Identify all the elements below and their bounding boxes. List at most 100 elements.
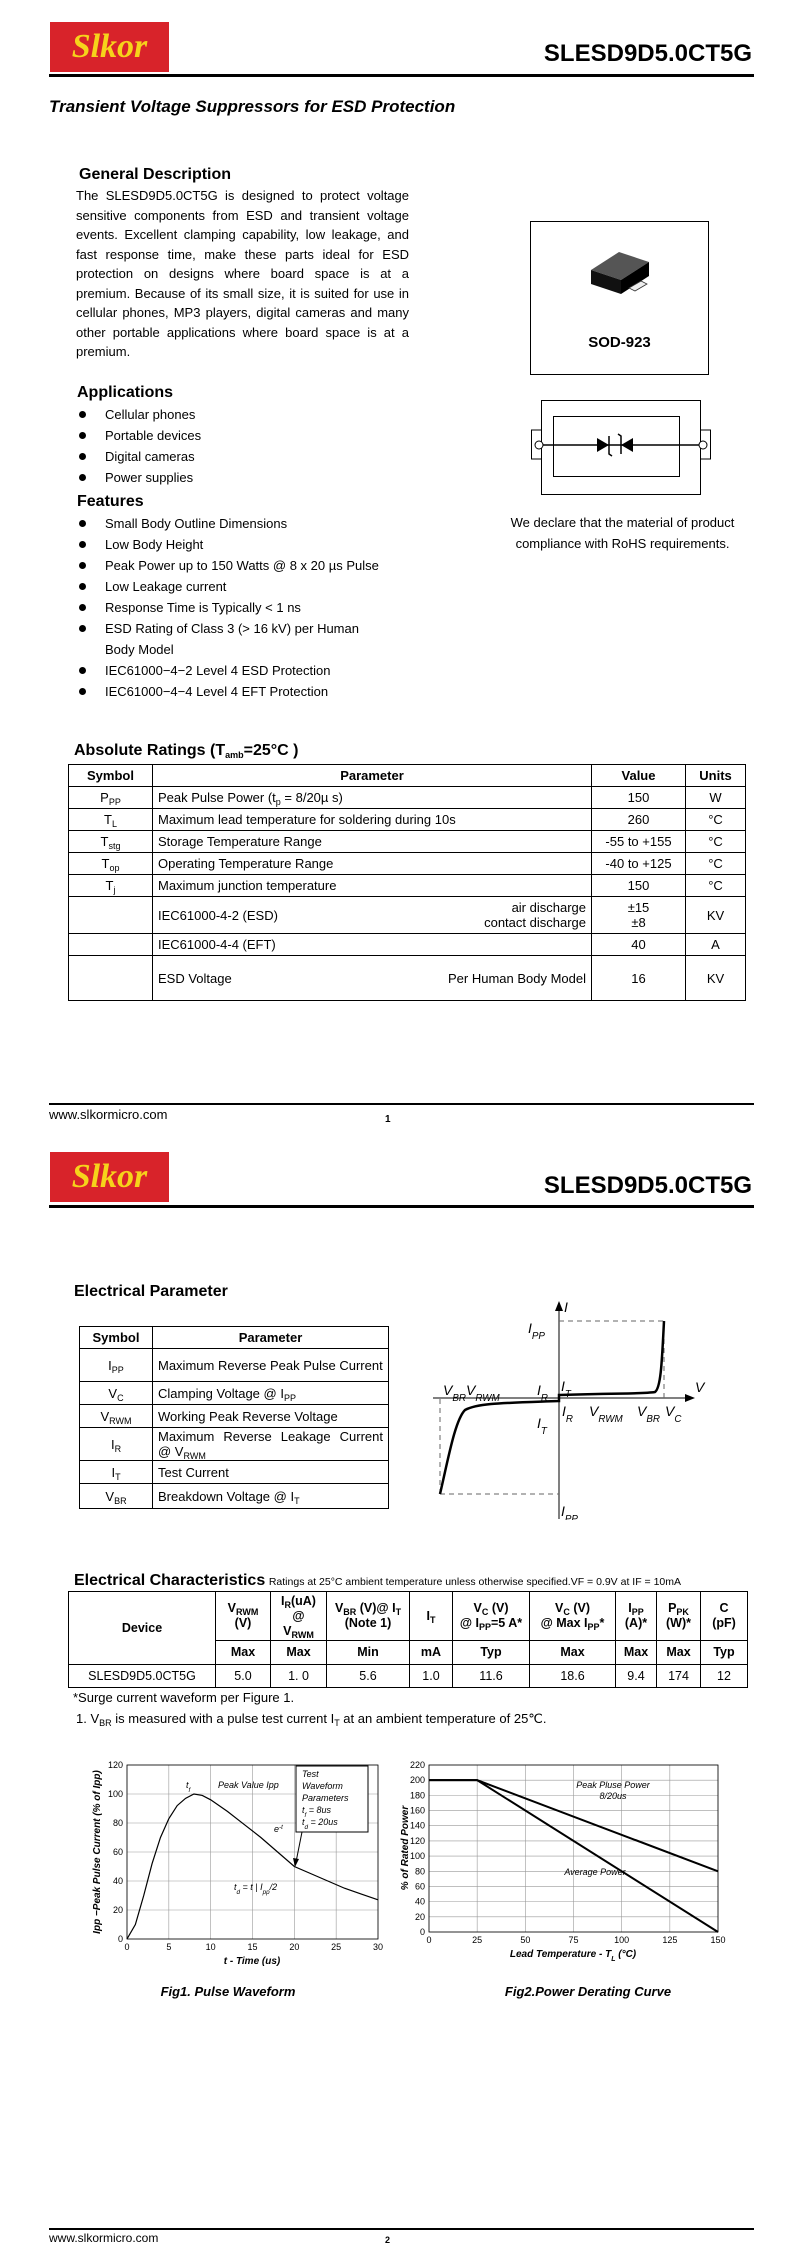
text-run: I — [108, 1357, 112, 1373]
text-run: = 8us — [306, 1805, 331, 1815]
value-cell: 260 — [591, 808, 686, 831]
script-text: RWM — [598, 1414, 623, 1425]
annotation: Waveform — [302, 1781, 343, 1791]
value-cell: -55 to +155 — [591, 830, 686, 853]
table-row: Tstg Storage Temperature Range -55 to +155… — [68, 830, 746, 853]
text-run: is measured with a pulse test current I — [111, 1711, 335, 1726]
list-item: IEC61000−4−2 Level 4 ESD Protection — [77, 660, 392, 681]
value-cell: 150 — [591, 786, 686, 809]
text-run: I — [528, 1320, 532, 1336]
annotation: tf — [186, 1780, 192, 1794]
features-list: Small Body Outline Dimensions Low Body He… — [77, 513, 392, 702]
column-header: C (pF) — [700, 1591, 748, 1641]
text-run: I — [562, 1403, 566, 1419]
list-item: Peak Power up to 150 Watts @ 8 x 20 µs P… — [77, 555, 392, 576]
text-run: Clamping Voltage @ I — [158, 1385, 284, 1401]
column-header: VC (V) @ Max IPP* — [529, 1591, 616, 1641]
value-cell: -40 to +125 — [591, 852, 686, 875]
symbol-cell: Tj — [68, 874, 153, 897]
text-run: Peak Pulse Power (t — [158, 790, 276, 805]
text-run: t — [186, 1780, 189, 1790]
description: The SLESD9D5.0CT5G is designed to protec… — [76, 188, 409, 359]
data-line — [429, 1779, 719, 1933]
value-cell: 16 — [591, 955, 686, 1001]
text-run: V — [108, 1385, 118, 1401]
text-run: @ Max I — [540, 1616, 588, 1630]
column-header: Value — [591, 764, 686, 787]
page-number: 2 — [385, 2235, 391, 2245]
table-row: Symbol Parameter — [79, 1326, 389, 1349]
list-item: Low Leakage current — [77, 576, 392, 597]
text-run: 1. V — [76, 1711, 100, 1726]
header-line: VBR (V)@ IT — [332, 1601, 404, 1617]
symbol-cell: IPP — [79, 1348, 153, 1382]
x-axis-label: t - Time (us) — [224, 1956, 281, 1967]
header-line: @ VRWM — [276, 1608, 321, 1640]
symbol-cell: VBR — [79, 1483, 153, 1509]
logo: Slkor — [50, 1152, 169, 1202]
parameter-text: Maximum lead temperature for soldering d… — [158, 812, 456, 827]
x-tick-label: 20 — [289, 1942, 299, 1952]
script-text: RWM — [475, 1393, 500, 1404]
text-run: T — [101, 856, 110, 871]
script-text: R — [284, 1599, 291, 1610]
y-axis-label: Ipp −Peak Pulse Current (% of Ipp) — [92, 1770, 103, 1934]
parameter-cell: Maximum lead temperature for soldering d… — [152, 808, 592, 831]
iv-label: IR — [537, 1382, 548, 1404]
text-run: I — [628, 1601, 632, 1615]
table-cell: 1.0 — [409, 1664, 453, 1688]
y-tick-label: 0 — [420, 1927, 425, 1937]
section-heading: Electrical Parameter — [74, 1283, 228, 1300]
unit-cell: A — [685, 933, 746, 956]
unit-header: Max — [529, 1640, 616, 1665]
y-tick-label: 20 — [113, 1905, 123, 1915]
power-derating-chart: 0 20 40 60 80 100 120 140 160 180 200 220 0 25 50 75 100… — [400, 1760, 726, 1963]
text-run: T — [104, 812, 112, 827]
column-header: Symbol — [79, 1326, 153, 1349]
text-run: @ V — [283, 1608, 305, 1638]
script-text: PP — [631, 1607, 644, 1617]
text-run: V — [466, 1382, 477, 1398]
note: *Surge current waveform per Figure 1. — [73, 1690, 295, 1705]
package-drawing — [591, 252, 649, 294]
script-text: PP — [111, 1364, 124, 1375]
column-header: Symbol — [68, 764, 153, 787]
y-tick-label: 100 — [108, 1789, 123, 1799]
list-item: IEC61000−4−4 Level 4 EFT Protection — [77, 681, 392, 702]
script-text: BR — [452, 1393, 466, 1404]
script-text: PP — [565, 1514, 579, 1521]
parameter-wrap: Storage Temperature Range — [158, 834, 586, 849]
list-item: Small Body Outline Dimensions — [77, 513, 392, 534]
parameter-wrap: IEC61000-4-2 (ESD) air discharge contact d… — [158, 900, 586, 930]
text-run: V — [637, 1403, 648, 1419]
parameter-cell: Maximum Reverse Leakage Current @ VRWM — [152, 1427, 389, 1461]
text-run: Breakdown Voltage @ I — [158, 1488, 295, 1504]
value-cell: 150 — [591, 874, 686, 897]
logo: Slkor — [50, 22, 169, 72]
script-text: T — [429, 1614, 436, 1625]
header-line: IT — [415, 1609, 447, 1625]
text-run: V — [665, 1403, 676, 1419]
unit-cell: KV — [685, 955, 746, 1001]
header-line: Device — [121, 1620, 163, 1635]
list-item: Digital cameras — [77, 446, 201, 467]
header-line: (Note 1) — [344, 1616, 392, 1630]
text-run: V — [555, 1601, 564, 1615]
section-heading: Features — [77, 493, 144, 510]
table-row: Symbol Parameter Value Units — [68, 764, 746, 787]
list-item: Response Time is Typically < 1 ns — [77, 597, 392, 618]
unit-cell: °C — [685, 830, 746, 853]
text-run: (uA) — [290, 1593, 316, 1608]
parameter-wrap: ESD Voltage Per Human Body Model — [158, 971, 586, 986]
text-run: V — [334, 1601, 344, 1615]
table-cell: 1. 0 — [270, 1664, 327, 1688]
symbol-cell: VRWM — [79, 1404, 153, 1428]
header-line: VC (V) — [458, 1601, 524, 1617]
iv-label: IPP — [561, 1503, 578, 1520]
x-tick-label: 25 — [331, 1942, 341, 1952]
data-line — [126, 1793, 379, 1940]
script-text: RWM — [109, 1415, 132, 1426]
plot-frame — [428, 1764, 719, 1933]
unit-header: Max — [270, 1640, 327, 1665]
